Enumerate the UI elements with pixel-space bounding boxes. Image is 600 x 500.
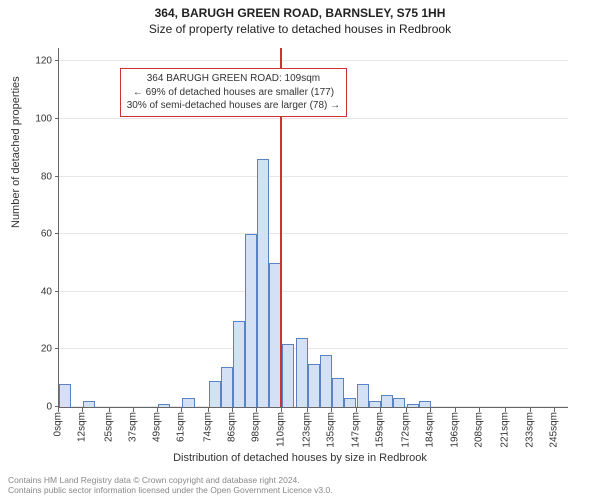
address-title: 364, BARUGH GREEN ROAD, BARNSLEY, S75 1H… [0,6,600,20]
histogram-bar [182,398,194,407]
chart-subtitle: Size of property relative to detached ho… [0,22,600,36]
histogram-bar [282,344,294,407]
xtick-label: 12sqm [77,412,88,442]
grid-line [59,60,568,61]
chart-header: 364, BARUGH GREEN ROAD, BARNSLEY, S75 1H… [0,0,600,36]
ytick-label: 120 [12,56,52,67]
annotation-line-1: 364 BARUGH GREEN ROAD: 109sqm [127,72,340,86]
footer-line-2: Contains public sector information licen… [8,485,333,496]
histogram-bar [419,401,431,407]
histogram-chart: 020406080100120364 BARUGH GREEN ROAD: 10… [58,48,568,408]
ytick-label: 20 [12,344,52,355]
ytick-mark [55,291,59,292]
histogram-bar [257,159,269,407]
ytick-mark [55,60,59,61]
histogram-bar [308,364,320,407]
grid-line [59,176,568,177]
histogram-bar [357,384,369,407]
footer-line-1: Contains HM Land Registry data © Crown c… [8,475,333,486]
histogram-bar [221,367,233,407]
histogram-bar [158,404,170,407]
ytick-label: 100 [12,114,52,125]
grid-line [59,118,568,119]
xtick-label: 208sqm [473,412,484,448]
ytick-mark [55,118,59,119]
histogram-bar [233,321,245,407]
xtick-label: 25sqm [103,412,114,442]
ytick-label: 0 [12,402,52,413]
xtick-label: 159sqm [374,412,385,448]
histogram-bar [381,395,393,407]
histogram-bar [332,378,344,407]
xtick-label: 86sqm [227,412,238,442]
histogram-bar [245,234,257,407]
plot-region: 020406080100120364 BARUGH GREEN ROAD: 10… [58,48,568,408]
histogram-bar [209,381,221,407]
xtick-label: 245sqm [548,412,559,448]
histogram-bar [320,355,332,407]
annotation-box: 364 BARUGH GREEN ROAD: 109sqm← 69% of de… [120,68,347,117]
xtick-label: 233sqm [524,412,535,448]
grid-line [59,291,568,292]
grid-line [59,348,568,349]
xtick-label: 110sqm [275,412,286,447]
xtick-label: 172sqm [401,412,412,448]
ytick-label: 40 [12,286,52,297]
xtick-label: 147sqm [350,412,361,448]
xtick-label: 49sqm [152,412,163,442]
xtick-label: 184sqm [425,412,436,448]
xtick-label: 74sqm [202,412,213,442]
x-axis-label: Distribution of detached houses by size … [0,452,600,464]
xtick-label: 61sqm [176,412,187,442]
histogram-bar [59,384,71,407]
ytick-label: 60 [12,229,52,240]
xtick-label: 221sqm [500,412,511,448]
xtick-label: 196sqm [449,412,460,448]
grid-line [59,233,568,234]
annotation-line-2: ← 69% of detached houses are smaller (17… [127,86,340,100]
ytick-mark [55,176,59,177]
y-axis-label: Number of detached properties [10,76,22,228]
annotation-line-3: 30% of semi-detached houses are larger (… [127,99,340,113]
histogram-bar [393,398,405,407]
xtick-label: 37sqm [127,412,138,442]
histogram-bar [296,338,308,407]
ytick-mark [55,233,59,234]
xtick-label: 98sqm [251,412,262,442]
xtick-label: 123sqm [301,412,312,448]
xtick-label: 135sqm [326,412,337,448]
histogram-bar [407,404,419,407]
histogram-bar [83,401,95,407]
histogram-bar [369,401,381,407]
histogram-bar [344,398,356,407]
xtick-label: 0sqm [53,412,64,436]
ytick-mark [55,348,59,349]
attribution-footer: Contains HM Land Registry data © Crown c… [8,475,333,496]
ytick-label: 80 [12,171,52,182]
